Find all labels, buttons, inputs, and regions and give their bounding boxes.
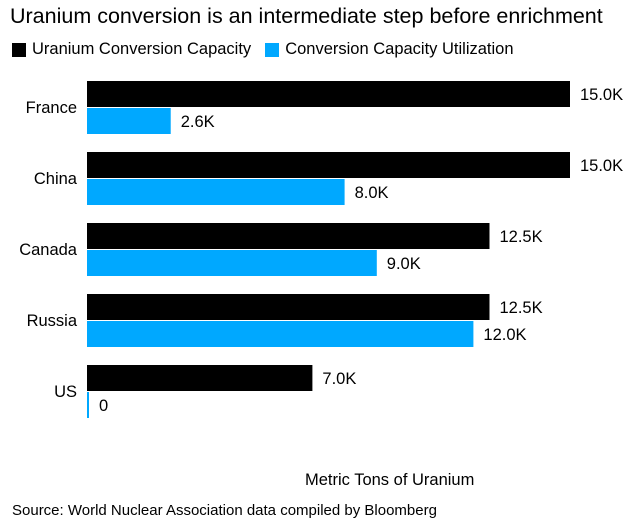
source-note: Source: World Nuclear Association data c… (12, 502, 437, 519)
bar-canada-series-0 (87, 223, 490, 249)
category-label-france: France (26, 99, 77, 117)
category-label-china: China (34, 170, 78, 188)
category-label-canada: Canada (19, 241, 78, 259)
data-label-russia-series-1: 12.0K (483, 326, 526, 344)
bar-france-series-0 (87, 81, 570, 107)
data-label-france-series-1: 2.6K (181, 113, 215, 131)
data-label-china-series-0: 15.0K (580, 157, 623, 175)
category-label-russia: Russia (27, 312, 78, 330)
legend-label-utilization: Conversion Capacity Utilization (285, 40, 514, 58)
bar-china-series-0 (87, 152, 570, 178)
data-label-us-series-0: 7.0K (322, 370, 356, 388)
bar-us-series-1 (87, 392, 89, 418)
bar-china-series-1 (87, 179, 345, 205)
bar-russia-series-0 (87, 294, 490, 320)
data-label-us-series-1: 0 (99, 397, 108, 415)
data-label-canada-series-0: 12.5K (500, 228, 543, 246)
data-label-china-series-1: 8.0K (355, 184, 389, 202)
legend-item-utilization: Conversion Capacity Utilization (265, 40, 514, 59)
bar-canada-series-1 (87, 250, 377, 276)
category-label-us: US (54, 383, 77, 401)
bar-france-series-1 (87, 108, 171, 134)
legend-swatch-capacity (12, 42, 26, 57)
legend-swatch-utilization (265, 42, 280, 57)
legend-item-capacity: Uranium Conversion Capacity (12, 40, 251, 59)
bar-chart: France 15.0K 2.6K China 15.0K 8.0K Canada 12.5K… (19, 81, 623, 418)
data-label-canada-series-1: 9.0K (387, 255, 421, 273)
legend-label-capacity: Uranium Conversion Capacity (32, 40, 252, 58)
bar-us-series-0 (87, 365, 313, 391)
chart-title: Uranium conversion is an intermediate st… (10, 4, 603, 28)
legend: Uranium Conversion Capacity Conversion C… (12, 40, 528, 59)
axis-unit-label: Metric Tons of Uranium (305, 471, 475, 489)
bar-russia-series-1 (87, 321, 474, 347)
data-label-russia-series-0: 12.5K (500, 299, 543, 317)
data-label-france-series-0: 15.0K (580, 86, 623, 104)
